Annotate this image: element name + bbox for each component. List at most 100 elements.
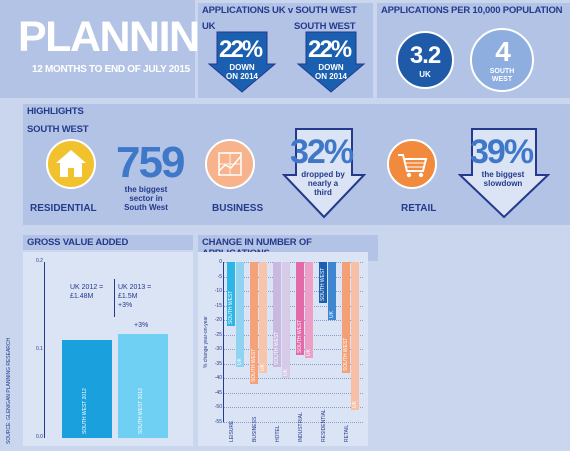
source-note: SOURCE: GLENIGAN PLANNING RESEARCH	[6, 337, 12, 444]
change-bar-label: SOUTH WEST	[274, 331, 280, 365]
apps-uk-sub: DOWN ON 2014	[225, 63, 259, 81]
highlights-region: SOUTH WEST	[27, 124, 89, 135]
house-icon	[46, 139, 96, 189]
residential-desc: the biggest sector in South West	[124, 185, 168, 212]
change-bar	[250, 262, 258, 385]
change-bar	[227, 262, 235, 326]
change-bar	[328, 262, 336, 321]
gva-bar-label: SOUTH WEST 2013	[138, 388, 144, 434]
per10k-uk-label: UK	[419, 69, 431, 79]
residential-value: 759	[116, 138, 185, 187]
change-bar-label: UK	[306, 349, 312, 356]
change-ytick: -50	[214, 404, 222, 411]
retail-label: RETAIL	[401, 203, 437, 214]
change-gridline	[223, 407, 363, 409]
shopping-cart-icon	[387, 139, 437, 189]
down-arrow-icon	[207, 30, 277, 94]
change-ytick: -25	[214, 331, 222, 338]
change-bar-label: SOUTH WEST	[297, 319, 303, 354]
change-bar	[296, 262, 304, 356]
change-ytick: 0	[219, 259, 222, 265]
change-bar-label: SOUTH WEST	[343, 337, 349, 371]
change-ylabel: % change year-on-year	[203, 316, 209, 368]
per10k-sw-circle: 4 SOUTH WEST	[470, 28, 534, 92]
change-bar	[282, 262, 290, 379]
change-ytick: -20	[214, 317, 222, 324]
gva-bar-change-label: +3%	[134, 322, 149, 330]
retail-value: 39%	[470, 133, 534, 171]
apps-sw-value: 22%	[308, 36, 352, 63]
chart-icon	[205, 139, 255, 189]
apps-uk-sw-header: APPLICATIONS UK v SOUTH WEST	[198, 3, 373, 18]
per10k-sw-label: SOUTH WEST	[489, 68, 515, 83]
change-bar	[351, 262, 359, 411]
business-value: 32%	[290, 133, 354, 171]
change-gridline	[223, 276, 363, 278]
change-bar-label: UK	[260, 363, 266, 371]
gva-ytick: 0.2	[36, 258, 43, 264]
change-axis	[223, 262, 224, 422]
change-gridline	[223, 334, 363, 336]
change-category-label: LEISURE	[229, 420, 235, 442]
residential-label: RESIDENTIAL	[30, 203, 97, 214]
per10k-uk-value: 3.2	[409, 41, 441, 69]
change-gridline	[223, 378, 363, 380]
per10k-header: APPLICATIONS PER 10,000 POPULATION	[377, 3, 570, 18]
change-gridline	[223, 363, 363, 365]
gva-ytick: 0.0	[36, 434, 43, 440]
apps-sw-label: SOUTH WEST	[294, 21, 356, 32]
change-category-label: RESIDENTIAL	[321, 409, 327, 442]
title-panel	[0, 0, 195, 98]
change-ytick: -10	[214, 288, 222, 295]
per10k-uk-circle: 3.2 UK	[396, 31, 454, 89]
change-bar-label: SOUTH WEST	[228, 290, 234, 324]
apps-uk-value: 22%	[219, 36, 263, 63]
down-arrow-icon	[282, 127, 366, 219]
gva-annotation: UK 2013 = £1.5M +3%	[118, 284, 152, 309]
change-bar-label: UK	[283, 369, 289, 377]
change-bar-label: UK	[352, 401, 358, 409]
highlights-header: HIGHLIGHTS	[23, 104, 570, 119]
retail-desc: the biggest slowdown	[481, 170, 525, 188]
down-arrow-icon	[458, 127, 550, 219]
apps-sw-sub: DOWN ON 2014	[314, 63, 348, 81]
gva-divider	[114, 279, 115, 317]
page-title: PLANNING	[18, 13, 232, 61]
change-ytick: -30	[214, 346, 222, 353]
change-bar	[259, 262, 267, 373]
change-gridline	[223, 392, 363, 394]
change-gridline	[223, 349, 363, 351]
change-bar-label: UK	[329, 311, 335, 319]
change-ytick: -55	[214, 419, 222, 425]
gva-header: GROSS VALUE ADDED	[23, 235, 193, 250]
down-arrow-icon	[296, 30, 366, 94]
change-gridline	[223, 262, 363, 263]
change-bar	[273, 262, 281, 367]
change-gridline	[223, 305, 363, 307]
change-bar	[319, 262, 327, 303]
change-bar-label: UK	[237, 357, 243, 365]
business-label: BUSINESS	[212, 203, 264, 214]
change-gridline	[223, 291, 363, 293]
change-bar	[342, 262, 350, 373]
gva-axis	[44, 262, 45, 438]
change-ytick: -40	[214, 375, 222, 382]
change-bar-label: SOUTH WEST	[251, 348, 257, 383]
gva-ytick: 0.1	[36, 346, 43, 352]
change-gridline	[223, 320, 363, 322]
change-ytick: -45	[214, 389, 222, 396]
page-subtitle: 12 MONTHS TO END OF JULY 2015	[32, 64, 190, 75]
change-bar-label: SOUTH WEST	[320, 267, 326, 301]
change-category-label: INDUSTRIAL	[298, 412, 304, 442]
change-ytick: -5	[217, 273, 222, 280]
gva-bar	[62, 340, 112, 438]
business-desc: dropped by nearly a third	[301, 170, 345, 197]
change-category-label: BUSINESS	[252, 416, 258, 442]
gva-annotation: UK 2012 = £1.48M	[70, 284, 104, 300]
change-ytick: -35	[214, 360, 222, 367]
change-ytick: -15	[214, 302, 222, 309]
change-category-label: HOTEL	[275, 425, 281, 442]
per10k-sw-value: 4	[495, 36, 511, 67]
change-category-label: RETAIL	[344, 424, 350, 442]
change-bar	[305, 262, 313, 358]
